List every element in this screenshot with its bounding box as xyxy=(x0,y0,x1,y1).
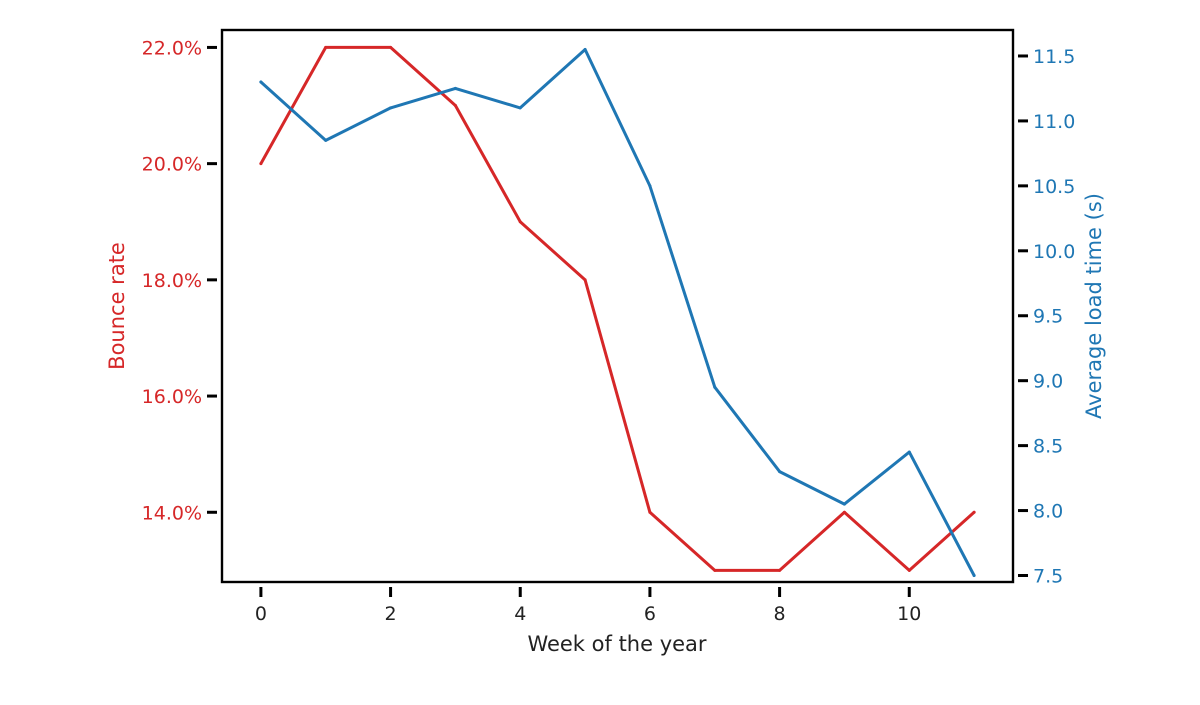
x-tick-label: 2 xyxy=(385,603,397,625)
y-right-tick-label: 8.5 xyxy=(1033,436,1063,458)
y-right-tick-label: 10.0 xyxy=(1033,241,1075,263)
data-point-right xyxy=(778,470,782,474)
x-tick-label: 8 xyxy=(774,603,786,625)
y-axis-right-title: Average load time (s) xyxy=(1082,193,1106,419)
y-axis-left: 14.0% 16.0% 18.0% 20.0% 22.0% xyxy=(142,37,217,524)
data-point-right xyxy=(583,48,587,51)
data-point-right xyxy=(453,86,457,90)
x-tick-label: 10 xyxy=(897,603,921,625)
data-point-right xyxy=(648,184,652,188)
data-point-left xyxy=(324,45,328,49)
data-point-left xyxy=(453,104,457,107)
data-point-left xyxy=(907,568,911,572)
y-right-tick-label: 9.5 xyxy=(1033,306,1063,328)
y-left-tick-label: 16.0% xyxy=(142,386,202,408)
y-left-tick-label: 20.0% xyxy=(142,154,202,176)
series-line-left xyxy=(259,45,976,572)
data-point-left xyxy=(713,568,717,572)
x-tick-label: 6 xyxy=(644,603,656,625)
data-point-left xyxy=(972,510,976,514)
x-tick-label: 4 xyxy=(514,603,526,625)
y-axis-right: 7.5 8.0 8.5 9.0 9.5 10.0 10.5 11.0 11.5 xyxy=(1018,46,1075,588)
x-tick-label: 0 xyxy=(255,603,267,625)
y-right-tick-label: 11.5 xyxy=(1033,46,1075,68)
data-point-left xyxy=(389,45,393,49)
data-point-right xyxy=(713,385,717,389)
y-axis-left-title: Bounce rate xyxy=(105,242,129,370)
data-point-left xyxy=(518,220,522,224)
data-point-right xyxy=(324,138,328,142)
y-right-tick-label: 11.0 xyxy=(1033,111,1075,133)
x-axis: 0 2 4 6 8 10 xyxy=(255,587,921,625)
y-right-tick-label: 10.5 xyxy=(1033,176,1075,198)
data-point-right xyxy=(518,106,522,110)
y-right-tick-label: 7.5 xyxy=(1033,566,1063,588)
series-layer xyxy=(259,45,976,577)
data-point-left xyxy=(583,278,587,282)
y-left-tick-label: 18.0% xyxy=(142,270,202,292)
y-right-tick-label: 8.0 xyxy=(1033,501,1063,523)
y-left-tick-label: 22.0% xyxy=(142,37,202,59)
data-point-right xyxy=(907,450,911,454)
data-point-left xyxy=(778,568,782,572)
x-axis-title: Week of the year xyxy=(527,632,706,656)
y-right-tick-label: 9.0 xyxy=(1033,371,1063,393)
plot-frame xyxy=(220,28,1015,584)
data-point-left xyxy=(648,510,652,514)
data-point-left xyxy=(259,162,263,166)
data-point-right xyxy=(389,106,393,110)
data-point-right xyxy=(842,502,846,506)
data-point-right xyxy=(972,574,976,577)
data-point-right xyxy=(259,80,263,84)
y-left-tick-label: 14.0% xyxy=(142,502,202,524)
series-line-right xyxy=(259,48,976,577)
data-point-left xyxy=(842,510,846,514)
